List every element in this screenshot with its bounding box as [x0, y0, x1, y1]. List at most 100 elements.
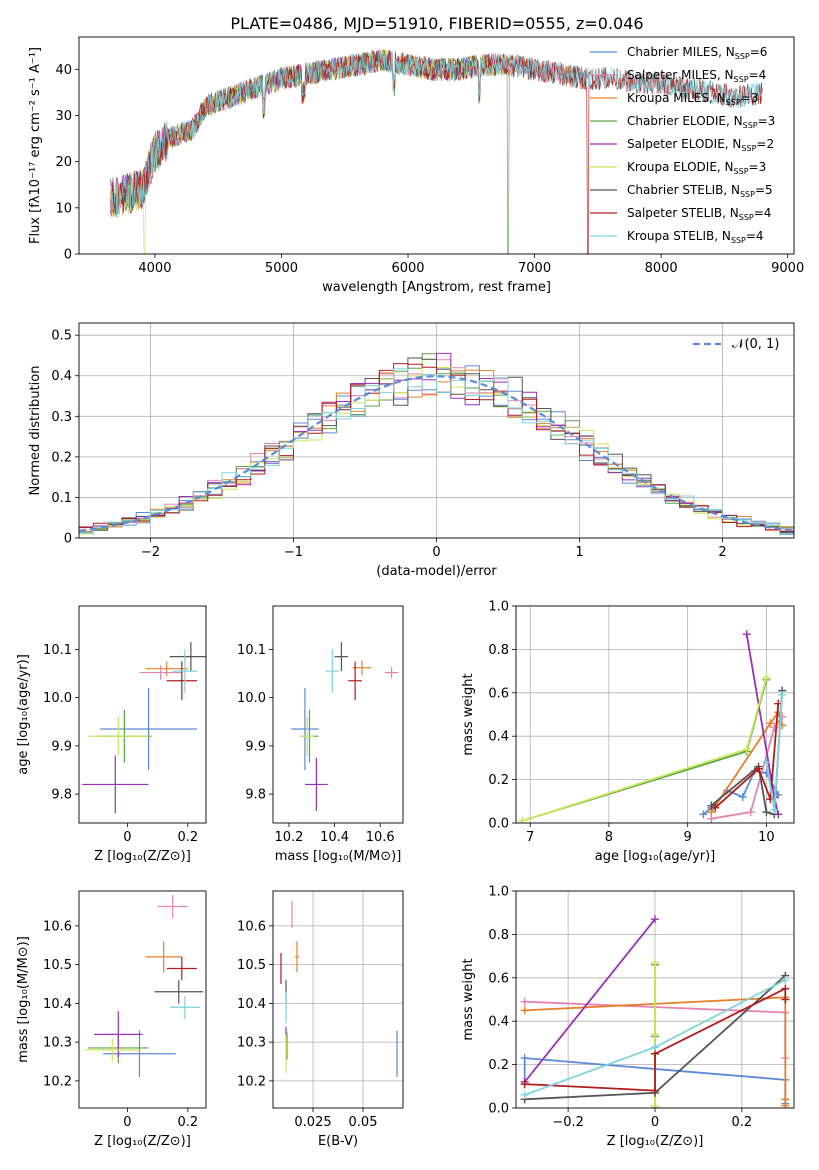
data-point-marker	[738, 792, 747, 801]
y-tick-label: 10.4	[237, 997, 266, 1012]
x-axis-label: mass [log₁₀(M/M⊙)]	[275, 849, 402, 864]
plot-area	[273, 891, 403, 1108]
x-tick-label: 0	[123, 830, 131, 845]
x-tick-label: 1	[575, 545, 583, 560]
panel-6: 0.025 0.05 10.2 10.3 10.4 10.5 10.6 E(B-V)	[237, 890, 404, 1149]
panel-2: 0 0.2 9.8 9.9 10.0 10.1 Z [log₁₀(Z/Z⊙)] age [lo…	[16, 605, 207, 864]
legend-entry: Salpeter STELIB, NSSP=4	[627, 206, 771, 222]
x-tick-label: 0.2	[178, 830, 199, 845]
plot-area	[82, 642, 206, 814]
x-axis-label: Z [log₁₀(Z/Z⊙)]	[94, 849, 191, 864]
x-axis-label: Z [log₁₀(Z/Z⊙)]	[607, 1134, 704, 1149]
y-tick-label: 9.9	[51, 739, 72, 754]
y-tick-label: 9.9	[245, 739, 266, 754]
y-tick-label: 0.8	[488, 643, 509, 658]
data-point-marker	[781, 984, 790, 993]
y-tick-label: 0.2	[488, 773, 509, 788]
plot-area	[516, 891, 794, 1108]
y-tick-label: 0.4	[488, 730, 509, 745]
y-tick-label: 0.2	[488, 1058, 509, 1073]
legend-entry: 𝒩(0, 1)	[732, 337, 779, 352]
y-tick-label: 10.3	[43, 1036, 72, 1051]
x-axis-label: Z [log₁₀(Z/Z⊙)]	[94, 1134, 191, 1149]
data-point-marker	[651, 1030, 659, 1039]
plot-area	[79, 323, 794, 538]
plot-area	[291, 642, 399, 811]
y-tick-label: 0	[64, 248, 72, 263]
data-point-marker	[770, 805, 779, 814]
data-point-marker	[762, 673, 771, 682]
x-tick-label: 0	[432, 545, 440, 560]
y-tick-label: 0.6	[488, 686, 509, 701]
y-axis-label: Flux [fλ10⁻¹⁷ erg cm⁻² s⁻¹ A⁻¹]	[28, 47, 43, 244]
x-tick-label: 0.2	[732, 1115, 753, 1130]
data-point-marker	[651, 1086, 659, 1095]
axes-frame	[515, 605, 795, 824]
axes-frame	[78, 36, 795, 255]
data-point-marker	[766, 719, 775, 728]
data-point-marker	[651, 958, 659, 967]
data-point-marker	[518, 816, 527, 823]
axes-frame	[272, 605, 404, 824]
y-tick-label: 40	[55, 63, 72, 78]
x-axis-label: E(B-V)	[318, 1134, 358, 1149]
data-point-marker	[746, 808, 755, 817]
mass-weight-series	[711, 716, 783, 820]
axes-frame	[78, 605, 207, 824]
y-tick-label: 0.5	[51, 329, 72, 344]
y-tick-label: 10.2	[237, 1074, 266, 1089]
y-axis-label: age [log₁₀(age/yr)]	[16, 654, 31, 775]
y-tick-label: 1.0	[488, 600, 509, 615]
normal-reference-curve	[79, 375, 794, 532]
data-point-marker	[651, 1101, 659, 1108]
panel-1: −2 −1 0 1 2 0 0.1 0.2 0.3 0.4 0.5 (data-model)/erro…	[28, 322, 795, 579]
y-tick-label: 9.8	[245, 788, 266, 803]
y-tick-label: 0.0	[488, 1102, 509, 1117]
y-tick-label: 10.1	[237, 643, 266, 658]
y-axis-label: mass [log₁₀(M/M⊙)]	[16, 936, 31, 1063]
mass-weight-series	[522, 679, 768, 822]
data-point-marker	[699, 810, 708, 819]
x-tick-label: 10	[758, 830, 775, 845]
x-tick-label: 2	[718, 545, 726, 560]
figure-title: PLATE=0486, MJD=51910, FIBERID=0555, z=0…	[230, 14, 643, 33]
data-point-marker	[754, 764, 763, 773]
legend-entry: Kroupa MILES, NSSP=3	[627, 91, 758, 107]
data-point-marker	[778, 690, 787, 699]
data-point-marker	[520, 1054, 529, 1063]
x-tick-label: 7	[526, 830, 534, 845]
y-tick-label: 9.8	[51, 788, 72, 803]
panel-4: 7 8 9 10 0.0 0.2 0.4 0.6 0.8 1.0 age [log₁₀(age/yr…	[461, 600, 795, 864]
y-tick-label: 30	[55, 109, 72, 124]
plot-area	[85, 894, 203, 1077]
x-axis-label: age [log₁₀(age/yr)]	[595, 849, 716, 864]
plot-area	[516, 606, 794, 823]
legend: Chabrier MILES, NSSP=6 Salpeter MILES, NS…	[590, 45, 775, 245]
histogram-series	[79, 368, 794, 534]
data-point-marker	[781, 995, 790, 1004]
x-tick-label: −0.2	[552, 1115, 584, 1130]
x-tick-label: 0	[651, 1115, 659, 1130]
y-tick-label: 10.6	[237, 919, 266, 934]
legend-entry: Salpeter ELODIE, NSSP=2	[627, 137, 774, 153]
axes-frame	[78, 322, 795, 539]
axes-frame	[515, 890, 795, 1109]
y-tick-label: 20	[55, 155, 72, 170]
x-tick-label: 10.2	[274, 830, 303, 845]
spectrum-series	[110, 49, 763, 217]
y-tick-label: 10.2	[43, 1074, 72, 1089]
y-tick-label: 0.4	[488, 1015, 509, 1030]
panel-3: 10.2 10.4 10.6 9.8 9.9 10.0 10.1 mass [log₁₀(M/…	[237, 605, 404, 864]
data-point-marker	[781, 1101, 790, 1108]
x-tick-label: 0.2	[178, 1115, 199, 1130]
panel-0: 4000 5000 6000 7000 8000 9000 0 10 20 30 40 wavelen…	[28, 36, 804, 295]
x-tick-label: 5000	[265, 261, 298, 276]
data-point-marker	[711, 803, 720, 812]
data-point-marker	[742, 745, 751, 754]
x-tick-label: 8	[605, 830, 613, 845]
mass-weight-series	[714, 703, 780, 809]
x-tick-label: 9000	[771, 261, 804, 276]
y-axis-label: Normed distribution	[28, 366, 43, 496]
plot-area	[110, 48, 763, 254]
y-tick-label: 10.6	[43, 919, 72, 934]
